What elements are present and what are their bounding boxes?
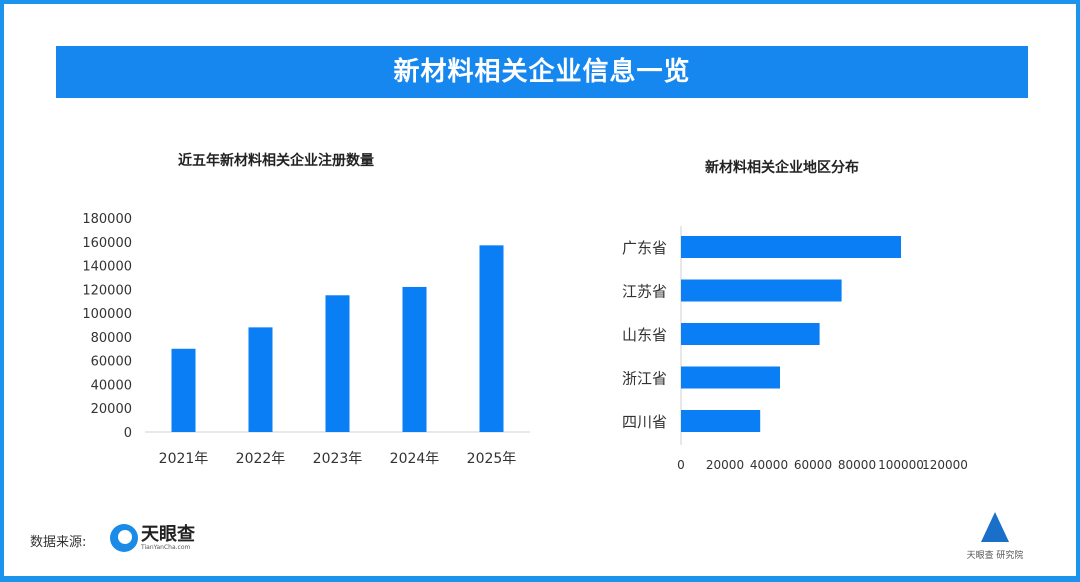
x-tick-label: 2022年: [236, 451, 286, 467]
y-tick-label: 160000: [82, 236, 132, 251]
x-tick-label: 60000: [794, 458, 832, 472]
y-tick-label: 100000: [82, 307, 132, 322]
bar-2024年: [402, 286, 427, 432]
x-tick-label: 0: [677, 458, 685, 472]
source-label: 数据来源:: [30, 535, 87, 550]
bar-2022年: [248, 327, 273, 432]
logo-name: 天眼查: [141, 523, 195, 545]
x-tick-label: 20000: [706, 458, 744, 472]
y-tick-label: 120000: [82, 283, 132, 298]
y-tick-label: 浙江省: [622, 370, 667, 388]
page-title: 新材料相关企业信息一览: [56, 46, 1028, 98]
y-tick-label: 0: [124, 426, 132, 441]
x-tick-label: 80000: [838, 458, 876, 472]
x-tick-label: 120000: [922, 458, 968, 472]
logo-url: TianYanCha.com: [141, 543, 191, 551]
bar-四川省: [681, 410, 761, 432]
bar-2021年: [171, 348, 196, 432]
bar-山东省: [681, 323, 820, 345]
chart1-title: 近五年新材料相关企业注册数量: [178, 153, 374, 169]
x-tick-label: 40000: [750, 458, 788, 472]
bar-2023年: [325, 295, 350, 432]
y-tick-label: 广东省: [622, 239, 667, 257]
x-tick-label: 2025年: [467, 451, 517, 467]
y-tick-label: 四川省: [622, 413, 667, 431]
bar-浙江省: [681, 366, 780, 389]
y-tick-label: 180000: [82, 212, 132, 227]
y-tick-label: 20000: [91, 402, 132, 417]
x-tick-label: 2023年: [313, 451, 363, 467]
y-tick-label: 60000: [91, 355, 132, 370]
bar-江苏省: [681, 279, 842, 302]
bar-广东省: [681, 236, 901, 258]
y-tick-label: 山东省: [622, 326, 667, 344]
watermark-text: 天眼查 研究院: [966, 551, 1024, 561]
x-tick-label: 100000: [878, 458, 924, 472]
y-tick-label: 140000: [82, 260, 132, 275]
tianyancha-logo: 天眼查 TianYanCha.com: [110, 524, 195, 552]
bar-2025年: [479, 245, 504, 432]
x-tick-label: 2021年: [159, 451, 209, 467]
y-tick-label: 80000: [91, 331, 132, 346]
y-tick-label: 40000: [91, 378, 132, 393]
watermark: 天眼查 研究院: [955, 512, 1035, 561]
y-tick-label: 江苏省: [622, 283, 667, 301]
logo-icon: [110, 524, 138, 552]
watermark-icon: [981, 512, 1009, 542]
registration-bar-chart: 0 20000 40000 60000 80000 100000 120000 140000 1…: [82, 212, 530, 467]
chart2-title: 新材料相关企业地区分布: [705, 160, 859, 176]
x-tick-label: 2024年: [390, 451, 440, 467]
